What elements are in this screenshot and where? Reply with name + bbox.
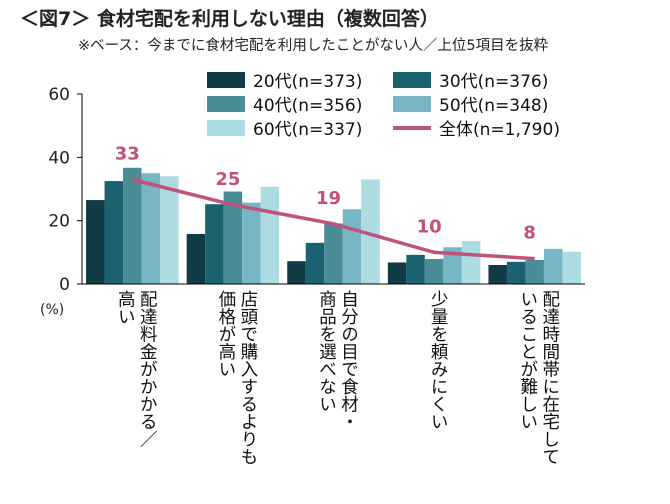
chart-subtitle: ※ベース：今までに食材宅配を利用したことがない人／上位5項目を抜粋: [78, 38, 549, 54]
bar: [186, 233, 206, 284]
bar: [543, 248, 563, 284]
legend-label: 全体(n=1,790): [439, 120, 560, 140]
category-label: 自分の目で食材・ 商品を選べない: [316, 290, 359, 430]
bar: [260, 186, 280, 284]
total-data-label: 19: [316, 188, 341, 209]
category-label: 店頭で購入するよりも 価格が高い: [215, 290, 258, 465]
bar: [361, 179, 380, 284]
bar: [488, 265, 507, 284]
legend-label: 30代(n=376): [439, 72, 548, 92]
bar: [242, 202, 261, 284]
bar: [287, 261, 306, 284]
total-data-label: 10: [417, 216, 442, 237]
category-label: 少量を頼みにくい: [428, 290, 449, 430]
bar: [123, 167, 142, 284]
chart-title: ＜図7＞ 食材宅配を利用しない理由（複数回答）: [20, 8, 439, 30]
bar: [86, 200, 105, 284]
bar: [506, 261, 526, 284]
bar: [305, 242, 325, 284]
bar: [562, 251, 581, 284]
bar: [387, 262, 407, 284]
bar: [205, 204, 224, 284]
bar: [324, 223, 343, 284]
bar: [525, 259, 544, 284]
total-data-label: 33: [115, 144, 140, 165]
y-tick-label: 0: [59, 275, 70, 295]
bar: [424, 258, 444, 284]
y-tick-label: 60: [48, 85, 70, 105]
legend-swatch: [393, 72, 431, 88]
bar: [443, 247, 462, 284]
bar: [104, 181, 124, 284]
bar: [342, 209, 362, 284]
total-series-line: [131, 177, 535, 261]
total-data-label: 8: [523, 223, 536, 244]
bar: [160, 176, 179, 284]
bar: [406, 254, 425, 284]
legend-swatch: [207, 120, 245, 136]
y-tick-label: 40: [48, 148, 70, 168]
legend-swatch: [207, 72, 245, 88]
legend-label: 60代(n=337): [253, 120, 362, 140]
y-unit-label: (%): [40, 302, 64, 318]
legend-label: 50代(n=348): [439, 96, 548, 116]
y-tick-label: 20: [48, 212, 70, 232]
legend-label: 40代(n=356): [253, 96, 362, 116]
category-label: 配達料金がかかる／ 高い: [115, 290, 158, 448]
bar: [141, 173, 161, 284]
bar: [223, 191, 243, 284]
legend-swatch: [207, 96, 245, 112]
category-label: 配達時間帯に在宅して いることが難しい: [517, 290, 560, 465]
bar: [461, 240, 481, 284]
legend-label: 20代(n=373): [253, 72, 362, 92]
legend-swatch: [393, 96, 431, 112]
total-data-label: 25: [215, 169, 240, 190]
